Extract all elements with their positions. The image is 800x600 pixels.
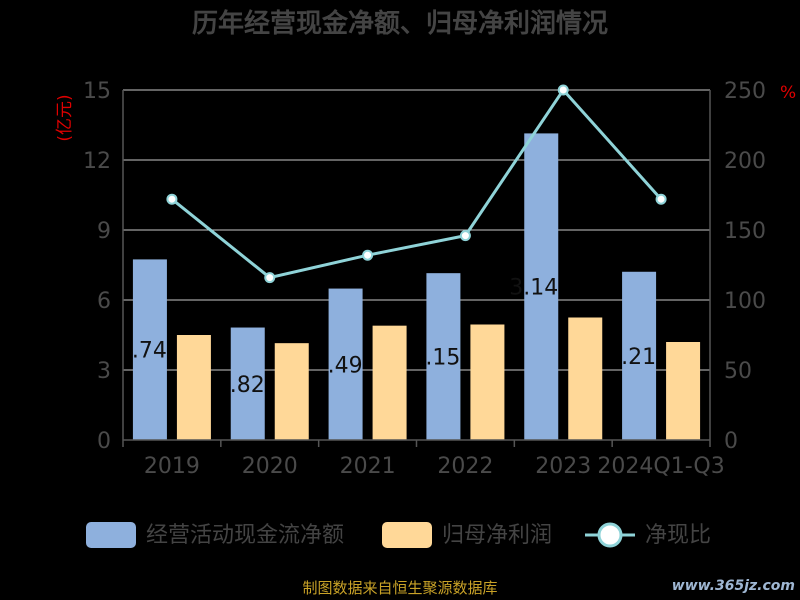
y-right-tick-label: 150 [724, 219, 766, 244]
footer-source: 制图数据来自恒生聚源数据库 [302, 579, 497, 597]
bar-cashflow [622, 271, 657, 440]
y-right-tick-label: 100 [724, 289, 766, 314]
ratio-line [166, 84, 667, 284]
y-left-tick-label: 9 [97, 219, 111, 244]
legend-swatch-net-profit [382, 522, 432, 548]
bar-net-profit [372, 325, 407, 440]
y-right-tick-label: 0 [724, 429, 738, 454]
ratio-point [557, 84, 569, 96]
bar-value-label: .15 [425, 346, 460, 371]
ratio-point [459, 230, 471, 242]
legend-marker-ratio [597, 522, 623, 548]
legend-label-ratio: 净现比 [645, 523, 711, 548]
bar-value-label: .49 [328, 353, 363, 378]
ratio-point [264, 272, 276, 284]
bars: .74 .82 .49 .15 3.14 .21 [132, 133, 701, 440]
x-tick-label: 2019 [144, 454, 200, 479]
x-tick-label: 2021 [340, 454, 396, 479]
bar-value-label: .82 [230, 373, 265, 398]
right-axis-unit: % [780, 83, 796, 103]
bar-value-label: 3.14 [509, 276, 558, 301]
ratio-point [655, 193, 667, 205]
bar-net-profit [176, 335, 211, 440]
bar-cashflow [524, 133, 559, 440]
legend-label-cashflow: 经营活动现金流净额 [146, 523, 344, 548]
y-left-tick-label: 3 [97, 359, 111, 384]
bar-cashflow [426, 273, 461, 440]
y-right-tick-label: 50 [724, 359, 752, 384]
y-left-tick-label: 12 [83, 149, 111, 174]
bar-value-label: .21 [621, 345, 656, 370]
y-right-tick-label: 200 [724, 149, 766, 174]
y-left-tick-label: 0 [97, 429, 111, 454]
x-tick-label: 2023 [535, 454, 591, 479]
watermark: www.365jz.com [672, 578, 795, 594]
bar-cashflow [328, 288, 363, 440]
legend-swatch-cashflow [86, 522, 136, 548]
y-right-tick-label: 250 [724, 79, 766, 104]
grid-lines [123, 89, 710, 441]
bar-net-profit [666, 342, 701, 440]
bar-cashflow [230, 327, 265, 440]
x-tick-label: 2020 [242, 454, 298, 479]
bar-net-profit [568, 317, 603, 440]
y-left-tick-label: 6 [97, 289, 111, 314]
bar-net-profit [274, 343, 309, 440]
bar-net-profit [470, 324, 505, 440]
bar-cashflow [132, 259, 167, 440]
bar-value-label: .74 [132, 339, 167, 364]
ratio-point [362, 249, 374, 261]
x-tick-label: 2024Q1-Q3 [597, 454, 724, 479]
y-left-tick-label: 15 [83, 79, 111, 104]
legend: 经营活动现金流净额 归母净利润 净现比 [86, 522, 711, 548]
chart-title: 历年经营现金净额、归母净利润情况 [192, 8, 608, 39]
x-tick-label: 2022 [437, 454, 493, 479]
ratio-point [166, 193, 178, 205]
legend-label-net-profit: 归母净利润 [442, 523, 552, 548]
left-axis-unit: (亿元) [55, 94, 75, 141]
ratio-series-line [170, 87, 663, 280]
